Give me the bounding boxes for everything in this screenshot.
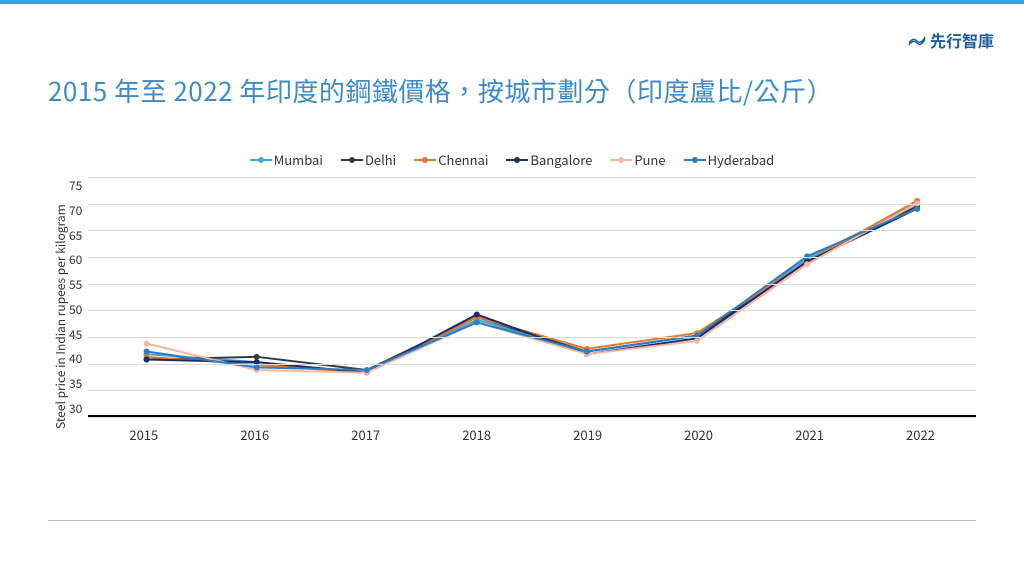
y-tick: 50 [69, 301, 82, 318]
y-tick: 55 [69, 276, 82, 293]
x-tick: 2020 [643, 425, 754, 444]
gridline [88, 284, 976, 285]
gridline [88, 417, 976, 418]
brand-logo: 先行智庫 [908, 28, 994, 52]
series-marker [474, 319, 480, 325]
chart-lines [88, 177, 976, 415]
brand-text: 先行智庫 [930, 28, 994, 52]
legend-item: Delhi [341, 150, 396, 169]
page-title: 2015 年至 2022 年印度的鋼鐵價格，按城市劃分（印度盧比/公斤） [48, 72, 833, 109]
y-axis-label: Steel price in Indian rupees per kilogra… [48, 177, 69, 457]
series-marker [144, 341, 150, 347]
top-accent-bar [0, 0, 1024, 4]
y-tick: 40 [69, 350, 82, 367]
gridline [88, 204, 976, 205]
legend-swatch [610, 159, 632, 161]
legend-label: Pune [634, 150, 665, 169]
brand-icon [908, 33, 926, 47]
gridline [88, 390, 976, 391]
series-marker [584, 349, 590, 355]
series-marker [364, 367, 370, 373]
legend-label: Mumbai [274, 150, 323, 169]
plot-area: 20152016201720182019202020212022 [88, 177, 976, 417]
legend-swatch [250, 159, 272, 161]
series-line [147, 209, 918, 370]
x-tick: 2018 [421, 425, 532, 444]
legend-label: Delhi [365, 150, 396, 169]
chart: Mumbai Delhi Chennai Bangalore Pune Hyderabad… [48, 150, 976, 490]
footer-divider [48, 520, 976, 521]
y-tick: 75 [69, 177, 82, 194]
y-tick: 35 [69, 375, 82, 392]
y-tick: 65 [69, 227, 82, 244]
x-tick: 2017 [310, 425, 421, 444]
series-marker [474, 312, 480, 318]
gridline [88, 310, 976, 311]
y-tick: 60 [69, 251, 82, 268]
x-tick: 2016 [199, 425, 310, 444]
x-tick: 2019 [532, 425, 643, 444]
x-tick: 2021 [754, 425, 865, 444]
chart-legend: Mumbai Delhi Chennai Bangalore Pune Hyderabad [48, 150, 976, 169]
y-tick: 30 [69, 400, 82, 417]
y-axis-ticks: 75 70 65 60 55 50 45 40 35 30 [69, 177, 88, 417]
y-tick: 45 [69, 326, 82, 343]
legend-swatch [341, 159, 363, 161]
series-marker [254, 354, 260, 360]
series-marker [694, 338, 700, 344]
x-tick: 2022 [865, 425, 976, 444]
legend-swatch [506, 159, 528, 161]
x-axis-ticks: 20152016201720182019202020212022 [88, 425, 976, 444]
series-marker [144, 349, 150, 355]
series-line [147, 209, 918, 373]
legend-item: Bangalore [506, 150, 592, 169]
gridline [88, 230, 976, 231]
series-marker [254, 364, 260, 370]
legend-swatch [684, 159, 706, 161]
series-marker [914, 206, 920, 212]
gridline [88, 337, 976, 338]
legend-item: Mumbai [250, 150, 323, 169]
plot-wrap: Steel price in Indian rupees per kilogra… [48, 177, 976, 457]
legend-item: Hyderabad [684, 150, 775, 169]
x-tick: 2015 [88, 425, 199, 444]
legend-swatch [414, 159, 436, 161]
legend-label: Chennai [438, 150, 488, 169]
series-line [147, 203, 918, 372]
series-line [147, 201, 918, 373]
gridline [88, 177, 976, 178]
legend-label: Hyderabad [708, 150, 775, 169]
series-marker [804, 261, 810, 267]
legend-item: Pune [610, 150, 665, 169]
series-marker [144, 356, 150, 362]
legend-label: Bangalore [530, 150, 592, 169]
series-line [147, 203, 918, 372]
legend-item: Chennai [414, 150, 488, 169]
gridline [88, 364, 976, 365]
gridline [88, 257, 976, 258]
y-tick: 70 [69, 202, 82, 219]
